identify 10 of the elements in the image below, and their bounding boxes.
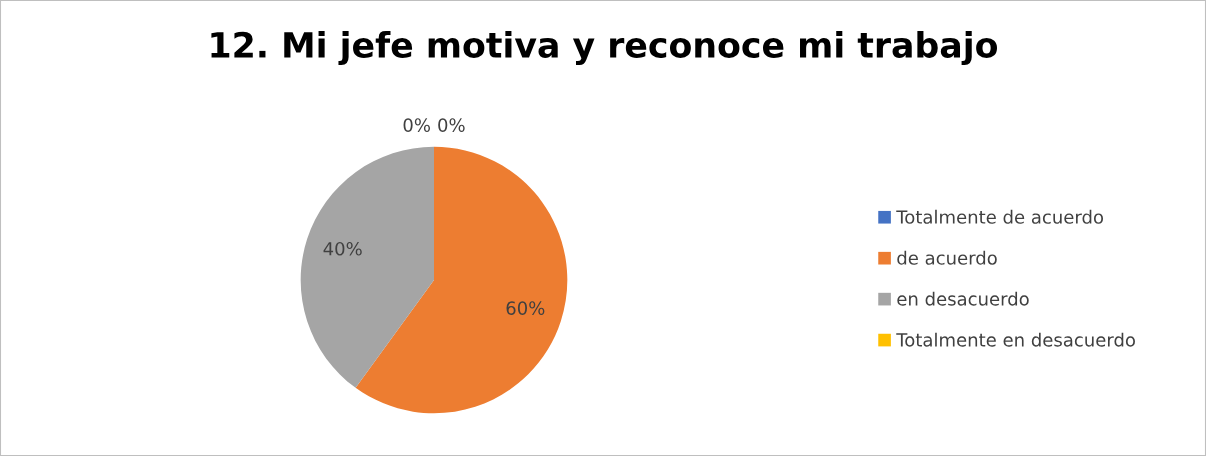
legend-label: Totalmente en desacuerdo — [896, 332, 1135, 347]
chart-title: 12. Mi jefe motiva y reconoce mi trabajo — [211, 31, 998, 65]
legend-label: Totalmente de acuerdo — [896, 209, 1104, 224]
data-label: 40% — [323, 241, 362, 256]
pie-slice — [300, 146, 434, 388]
legend-label: en desacuerdo — [897, 291, 1029, 306]
text: 0% — [438, 118, 465, 132]
data-label: 60% — [506, 301, 545, 315]
legend-label: de acuerdo — [897, 250, 997, 265]
text: 0% — [403, 118, 430, 132]
